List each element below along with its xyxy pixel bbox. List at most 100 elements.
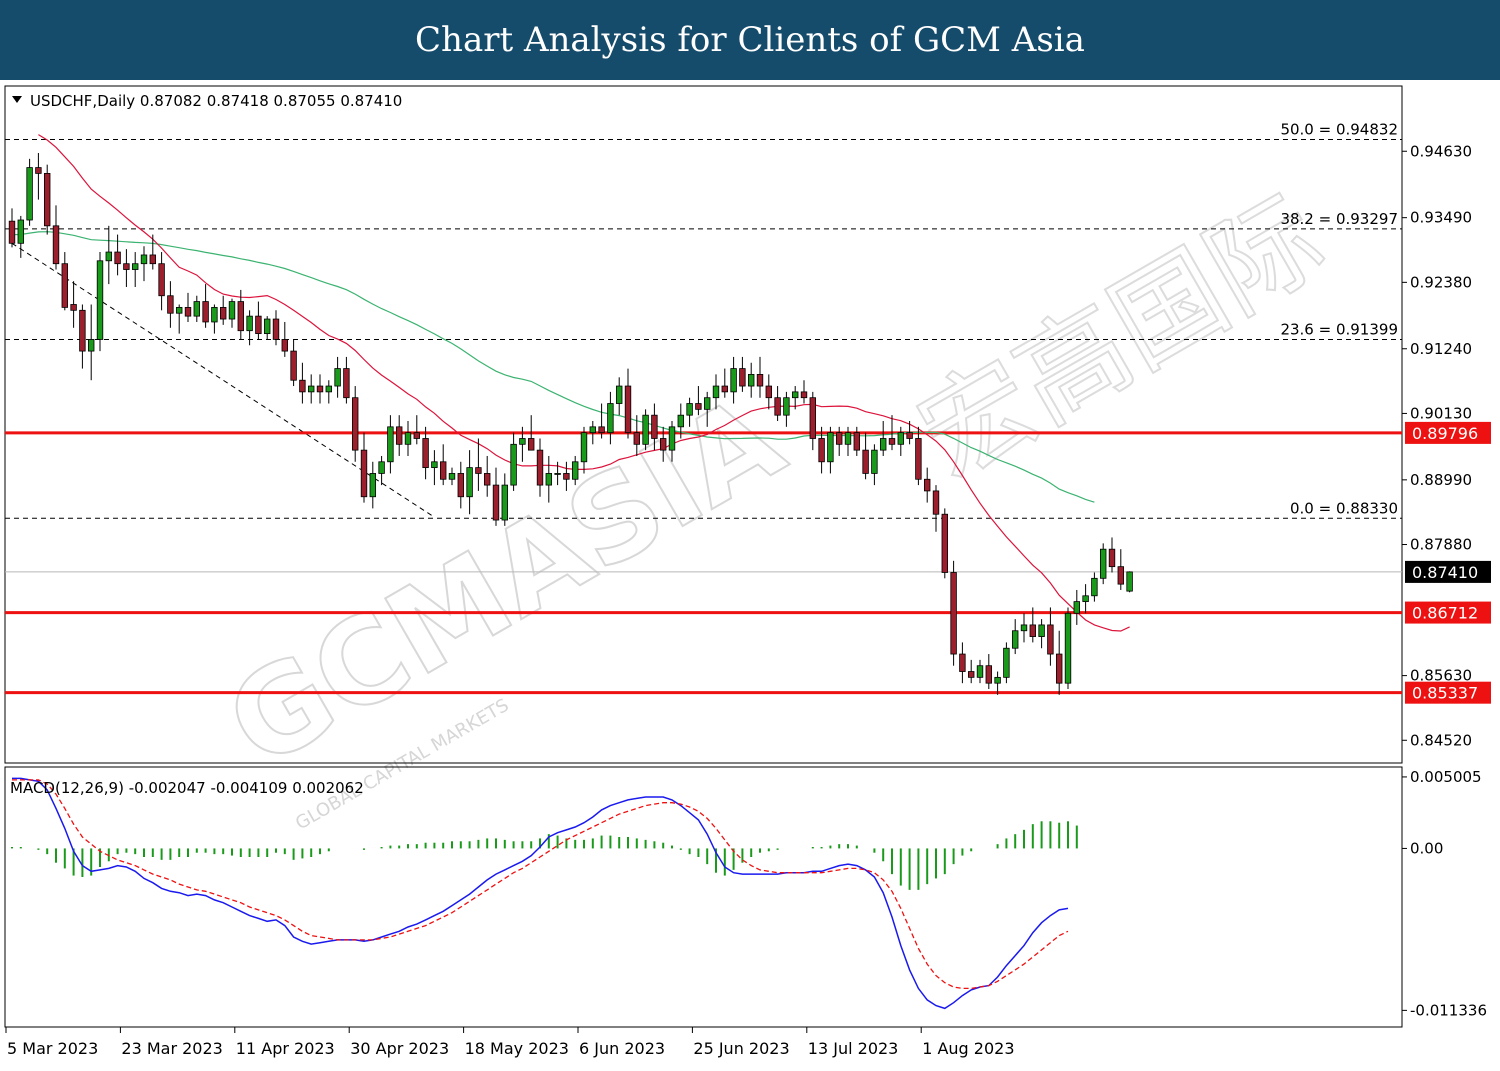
candle: [1108, 537, 1116, 573]
candle-body-down: [818, 438, 825, 463]
candle: [1020, 613, 1028, 643]
candle-body-down: [475, 467, 482, 474]
candle-body-down: [1029, 624, 1036, 637]
candle: [668, 421, 676, 462]
level-price-tag-label: 0.86712: [1412, 604, 1478, 623]
candle-body-down: [774, 397, 781, 416]
candle: [1073, 589, 1080, 625]
candle-body-up: [704, 397, 711, 410]
y-tick-label: 0.91240: [1410, 340, 1472, 358]
candle-body-down: [290, 350, 297, 381]
candle-body-down: [61, 263, 68, 308]
candle-body-down: [1056, 653, 1063, 684]
candle-body-down: [1047, 624, 1054, 655]
signal-line: [12, 779, 1069, 990]
candle-body-up: [466, 467, 473, 498]
candle-body-up: [369, 473, 376, 498]
candle-body-down: [959, 653, 966, 672]
fib-label: 23.6 = 0.91399: [1280, 320, 1398, 338]
macd-y-tick-label: -0.011336: [1410, 1001, 1487, 1019]
candle: [448, 467, 456, 486]
candle-body-up: [131, 263, 139, 270]
candle-body-up: [730, 368, 737, 393]
candle-body-down: [123, 263, 130, 270]
candle-body-up: [572, 461, 579, 480]
candle-body-up: [686, 403, 693, 416]
candle: [976, 659, 984, 684]
candle: [580, 426, 588, 474]
candle: [624, 368, 632, 439]
candle-body-down: [765, 385, 772, 399]
candle-body-down: [1108, 548, 1116, 568]
candle-body-up: [844, 432, 852, 445]
candle-body-up: [1073, 601, 1080, 614]
candle: [941, 508, 948, 579]
candle: [17, 215, 24, 258]
candle-body-up: [1020, 624, 1028, 632]
candle: [686, 397, 693, 427]
candle: [1056, 630, 1063, 695]
candle: [836, 426, 843, 456]
candle: [466, 450, 473, 515]
candle: [395, 415, 403, 456]
candle: [677, 403, 684, 439]
candle-body-down: [158, 263, 165, 297]
candle: [1100, 543, 1107, 585]
candle-body-up: [193, 301, 200, 317]
candle-body-up: [325, 385, 332, 393]
candle-body-down: [985, 665, 992, 684]
chart-title: USDCHF,Daily 0.87082 0.87418 0.87055 0.8…: [30, 92, 402, 110]
candle-body-down: [660, 438, 667, 451]
candle-body-up: [17, 219, 24, 244]
candle: [149, 234, 156, 270]
candle: [633, 415, 640, 456]
candle-body-down: [272, 318, 280, 340]
candle: [888, 415, 896, 451]
candle-body-down: [8, 220, 16, 244]
candle: [721, 368, 728, 398]
candle: [61, 252, 68, 311]
candle-body-down: [809, 397, 816, 439]
candle: [748, 362, 755, 398]
candle: [607, 391, 614, 445]
candle: [554, 461, 561, 486]
candle: [545, 455, 552, 503]
candle-body-up: [580, 432, 588, 463]
x-tick-label: 6 Jun 2023: [579, 1039, 665, 1058]
x-tick-label: 25 Jun 2023: [693, 1039, 789, 1058]
candle-body-down: [932, 490, 940, 515]
candle-body-up: [431, 461, 438, 469]
candle: [1126, 571, 1133, 593]
candle-body-up: [140, 254, 148, 265]
candle: [439, 444, 447, 486]
candle: [1038, 619, 1045, 649]
candle-body-down: [924, 478, 931, 492]
candle-body-up: [519, 438, 526, 445]
candle-body-up: [607, 403, 614, 434]
candle: [959, 642, 966, 684]
candle: [880, 421, 887, 456]
candle-body-down: [44, 172, 51, 227]
candle: [422, 426, 429, 480]
candle-body-down: [483, 473, 491, 486]
candle-body-down: [836, 432, 843, 445]
candle: [316, 374, 324, 404]
candle: [800, 380, 808, 404]
dropdown-triangle-icon[interactable]: [12, 96, 22, 103]
candle: [211, 304, 218, 334]
candle: [475, 438, 482, 491]
candle-body-up: [871, 449, 878, 474]
candle: [299, 362, 306, 404]
level-price-tag: [1405, 601, 1491, 624]
candle: [123, 249, 130, 288]
candle-body-up: [783, 397, 790, 416]
candle: [1082, 584, 1089, 614]
chart-area: GCMASIA GLOBAL CAPITAL MARKETS 宏高国际 50.0…: [0, 80, 1500, 1071]
candle-body-down: [624, 385, 632, 434]
candle: [246, 310, 253, 346]
candle: [325, 380, 332, 404]
candle: [704, 391, 711, 427]
candle: [818, 426, 825, 474]
candle-body-up: [501, 484, 508, 521]
y-tick-label: 0.88990: [1410, 471, 1472, 489]
